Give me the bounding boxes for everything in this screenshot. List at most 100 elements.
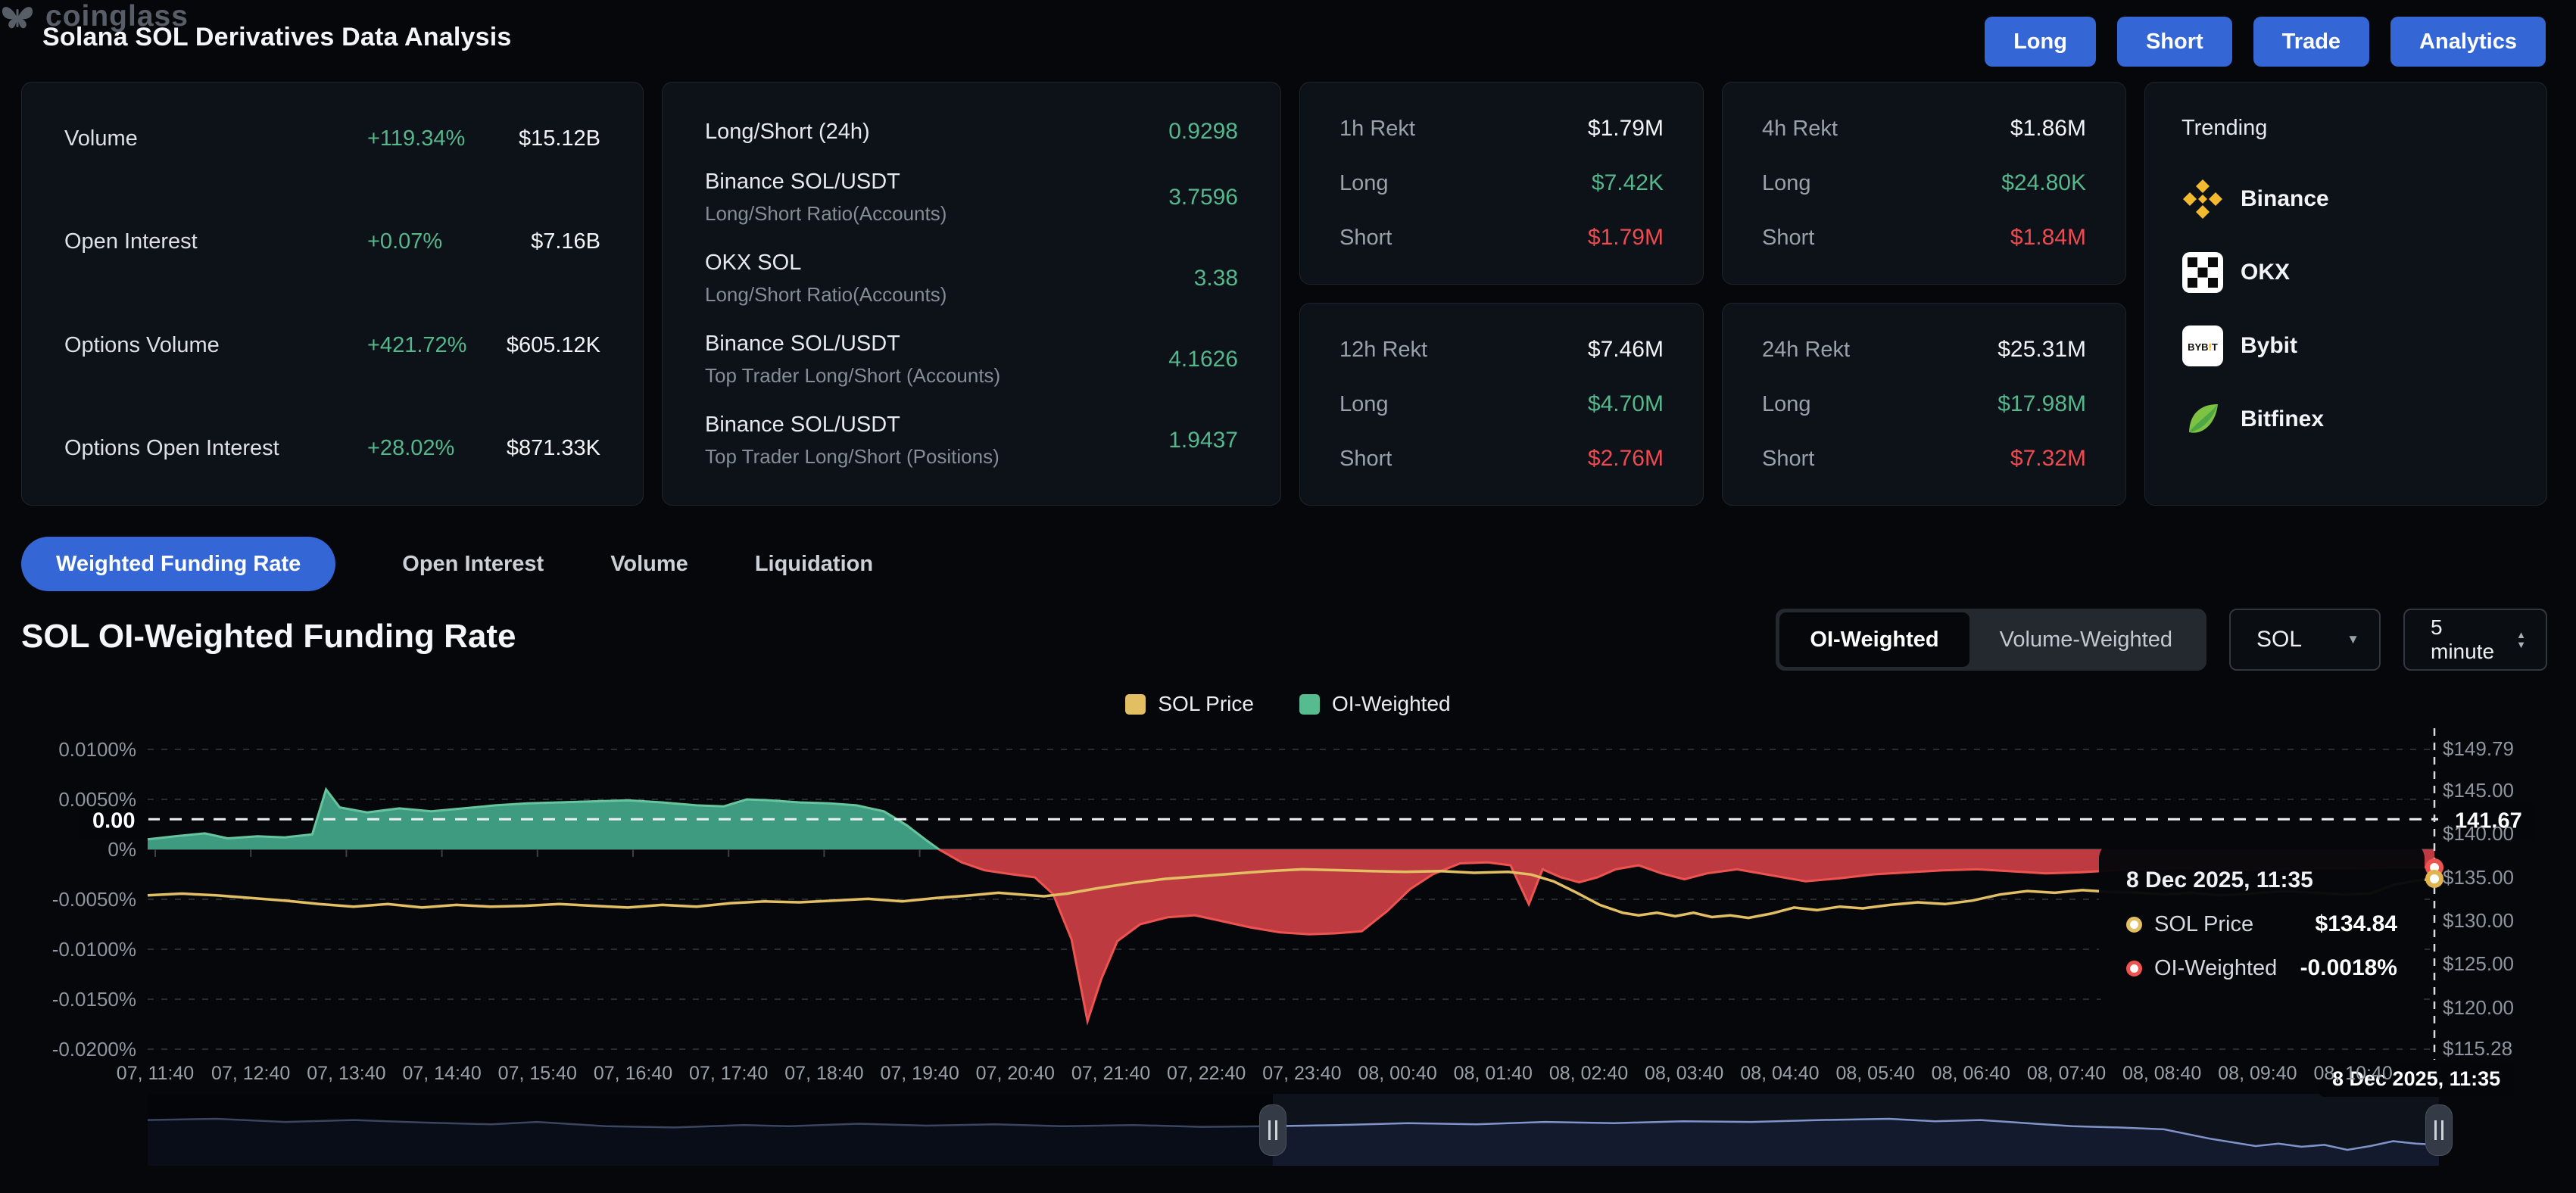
- oi-weighted-swatch: [1299, 693, 1320, 715]
- rekt-title: 1h Rekt: [1339, 116, 1415, 141]
- trending-card: Trending Binance OKX BYB!T Bybit Bitfine…: [2144, 82, 2547, 506]
- rekt-column-2: 4h Rekt $1.86M Long $24.80K Short $1.84M…: [1722, 82, 2126, 506]
- rekt-total: $25.31M: [1997, 337, 2086, 362]
- trending-item-okx[interactable]: OKX: [2181, 251, 2510, 294]
- rekt-short-value: $2.76M: [1587, 446, 1664, 471]
- chart-title: SOL OI-Weighted Funding Rate: [21, 618, 516, 655]
- ratio-text: Binance SOL/USDT Top Trader Long/Short (A…: [705, 332, 1001, 387]
- stat-change: +0.07%: [367, 229, 443, 254]
- stat-value: $871.33K: [506, 435, 600, 460]
- page-title: Solana SOL Derivatives Data Analysis: [42, 23, 512, 51]
- rekt-title: 4h Rekt: [1762, 116, 1838, 141]
- bybit-icon: BYB!T: [2182, 326, 2223, 366]
- rekt-short-value: $1.84M: [2010, 225, 2086, 250]
- stat-label: Options Open Interest: [64, 435, 279, 460]
- ratio-value: 4.1626: [1168, 347, 1238, 372]
- rekt-long-label: Long: [1339, 391, 1389, 416]
- volume-stats-card: Volume +119.34% $15.12B Open Interest +0.…: [21, 82, 644, 506]
- chart-tabs: Weighted Funding Rate Open Interest Volu…: [21, 536, 873, 592]
- okx-icon: [2182, 252, 2223, 293]
- stat-row: Open Interest +0.07% $7.16B: [64, 229, 600, 254]
- header-buttons: Long Short Trade Analytics: [1985, 17, 2546, 67]
- rekt-card: 1h Rekt $1.79M Long $7.42K Short $1.79M: [1299, 82, 1704, 285]
- rekt-short-label: Short: [1762, 446, 1815, 471]
- ratio-value: 1.9437: [1168, 428, 1238, 453]
- short-button[interactable]: Short: [2116, 17, 2232, 67]
- tab-open-interest[interactable]: Open Interest: [402, 551, 544, 576]
- rekt-long-value: $17.98M: [1997, 391, 2086, 416]
- stat-row: Options Volume +421.72% $605.12K: [64, 333, 600, 358]
- summary-cards: Volume +119.34% $15.12B Open Interest +0.…: [21, 82, 2547, 506]
- ratio-value: 3.38: [1193, 266, 1238, 291]
- rekt-long-label: Long: [1762, 170, 1811, 195]
- trending-item-binance[interactable]: Binance: [2181, 178, 2510, 220]
- exchange-name: OKX: [2241, 260, 2291, 285]
- analytics-button[interactable]: Analytics: [2390, 17, 2546, 67]
- stat-change: +119.34%: [367, 126, 466, 151]
- ratio-row: Binance SOL/USDT Top Trader Long/Short (P…: [705, 413, 1238, 469]
- exchange-name: Bybit: [2241, 333, 2297, 358]
- stat-label: Volume: [64, 126, 138, 151]
- binance-icon: [2181, 178, 2224, 220]
- interval-select[interactable]: 5 minute ▲ ▼: [2403, 609, 2547, 671]
- updown-icon: ▲ ▼: [2516, 629, 2526, 650]
- rekt-card: 4h Rekt $1.86M Long $24.80K Short $1.84M: [1722, 82, 2126, 285]
- trending-item-bitfinex[interactable]: Bitfinex: [2181, 398, 2510, 441]
- stat-row: Volume +119.34% $15.12B: [64, 126, 600, 151]
- rekt-column-1: 1h Rekt $1.79M Long $7.42K Short $1.79M …: [1299, 82, 1704, 506]
- toggle-oi-weighted[interactable]: OI-Weighted: [1779, 612, 1969, 667]
- legend-sol-price[interactable]: SOL Price: [1125, 692, 1254, 716]
- stat-label: Open Interest: [64, 229, 198, 254]
- rekt-long-value: $24.80K: [2001, 170, 2086, 195]
- rekt-short-value: $7.32M: [2010, 446, 2086, 471]
- bitfinex-icon: [2181, 398, 2224, 441]
- rekt-total: $1.79M: [1587, 116, 1664, 141]
- trade-button[interactable]: Trade: [2253, 17, 2370, 67]
- rekt-title: 12h Rekt: [1339, 337, 1428, 362]
- long-short-ratios-card: Long/Short (24h) 0.9298 Binance SOL/USDT…: [662, 82, 1281, 506]
- rekt-card: 12h Rekt $7.46M Long $4.70M Short $2.76M: [1299, 303, 1704, 506]
- stat-row: Options Open Interest +28.02% $871.33K: [64, 436, 600, 461]
- ratio-row: Binance SOL/USDT Long/Short Ratio(Account…: [705, 170, 1238, 226]
- bitfinex-icon: [2189, 404, 2218, 433]
- okx-icon: [2181, 251, 2224, 294]
- chart-controls: OI-Weighted Volume-Weighted SOL ▼ 5 minu…: [1776, 609, 2547, 671]
- rekt-short-label: Short: [1339, 225, 1392, 250]
- rekt-short-value: $1.79M: [1587, 225, 1664, 250]
- rekt-card: 24h Rekt $25.31M Long $17.98M Short $7.3…: [1722, 303, 2126, 506]
- ratio-text: Long/Short (24h): [705, 119, 870, 144]
- tab-liquidation[interactable]: Liquidation: [754, 551, 874, 576]
- trending-title: Trending: [2181, 116, 2268, 140]
- chevron-down-icon: ▼: [2347, 632, 2359, 646]
- ratio-value: 0.9298: [1168, 119, 1238, 144]
- chart-legend: SOL Price OI-Weighted: [0, 692, 2576, 716]
- bybit-icon: BYB!T: [2181, 325, 2224, 367]
- ratio-value: 3.7596: [1168, 185, 1238, 210]
- ratio-row: Long/Short (24h) 0.9298: [705, 119, 1238, 145]
- exchange-name: Binance: [2241, 186, 2329, 211]
- stat-change: +421.72%: [367, 332, 467, 357]
- stat-value: $15.12B: [518, 126, 600, 151]
- tab-weighted-funding-rate[interactable]: Weighted Funding Rate: [21, 537, 336, 591]
- trending-item-bybit[interactable]: BYB!T Bybit: [2181, 325, 2510, 367]
- navigator-left-handle[interactable]: [1258, 1104, 1286, 1156]
- rekt-short-label: Short: [1762, 225, 1815, 250]
- legend-oi-weighted[interactable]: OI-Weighted: [1299, 692, 1451, 716]
- symbol-select[interactable]: SOL ▼: [2229, 609, 2381, 671]
- stat-value: $7.16B: [531, 229, 600, 254]
- ratio-text: Binance SOL/USDT Long/Short Ratio(Account…: [705, 170, 947, 225]
- rekt-long-value: $4.70M: [1587, 391, 1664, 416]
- navigator-right-handle[interactable]: [2425, 1104, 2453, 1156]
- rekt-short-label: Short: [1339, 446, 1392, 471]
- long-button[interactable]: Long: [1985, 17, 2096, 67]
- rekt-title: 24h Rekt: [1762, 337, 1851, 362]
- stat-value: $605.12K: [506, 332, 600, 357]
- binance-icon: [2183, 179, 2222, 219]
- weighting-toggle: OI-Weighted Volume-Weighted: [1776, 609, 2206, 671]
- exchange-name: Bitfinex: [2241, 406, 2325, 431]
- ratio-text: OKX SOL Long/Short Ratio(Accounts): [705, 251, 947, 306]
- toggle-volume-weighted[interactable]: Volume-Weighted: [1999, 627, 2172, 652]
- sol-price-swatch: [1125, 693, 1146, 715]
- tab-volume[interactable]: Volume: [610, 551, 688, 576]
